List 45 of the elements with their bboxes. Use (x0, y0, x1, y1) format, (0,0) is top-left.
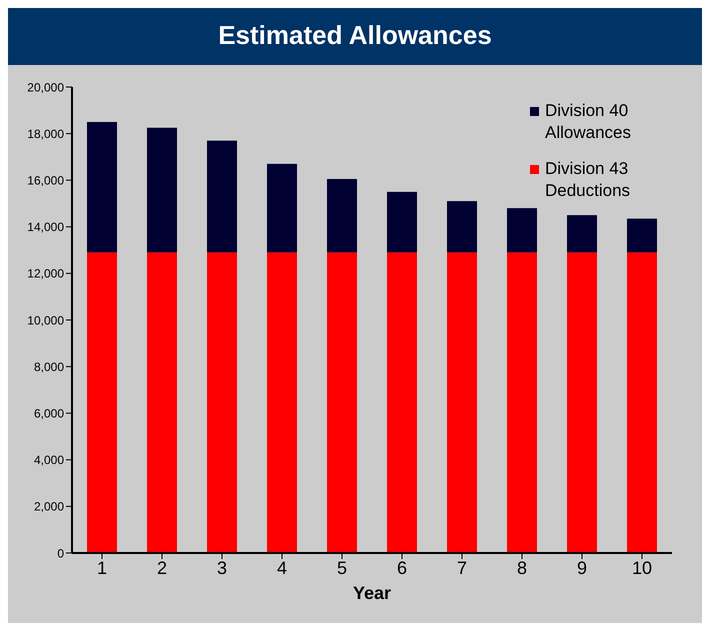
x-tick-label: 4 (276, 558, 288, 578)
bar (87, 122, 117, 252)
y-tick-label: 18,000 (27, 126, 64, 141)
x-axis-title: Year (352, 583, 392, 603)
x-tick-label: 5 (336, 558, 348, 578)
y-tick-label: 14,000 (27, 220, 64, 234)
bar (147, 128, 177, 252)
x-tick-label: 6 (396, 558, 408, 578)
x-tick-label: 1 (96, 558, 108, 578)
chart-title: Estimated Allowances (8, 8, 702, 65)
y-tick-label: 10,000 (27, 313, 64, 328)
y-tick-label: 8,000 (34, 360, 64, 374)
bar (507, 208, 537, 252)
y-tick-label: 20,000 (27, 80, 64, 94)
bar (267, 252, 297, 553)
x-tick-label: 2 (156, 558, 168, 578)
bar (147, 252, 177, 553)
bar (627, 218, 657, 252)
x-tick-label: 7 (456, 558, 468, 578)
bar (567, 252, 597, 553)
bar (507, 252, 537, 553)
y-tick-label: 4,000 (34, 453, 64, 468)
bar (387, 252, 417, 553)
y-tick-label: 12,000 (27, 266, 64, 281)
bar (327, 252, 357, 553)
bar (207, 140, 237, 252)
y-tick-label: 0 (57, 546, 64, 560)
bar (207, 252, 237, 553)
x-tick-label: 8 (516, 558, 528, 578)
bar (567, 215, 597, 252)
y-tick-label: 16,000 (27, 173, 64, 188)
x-tick-label: 3 (216, 558, 228, 578)
bar (447, 252, 477, 553)
y-tick-label: 6,000 (34, 406, 64, 420)
bar (87, 252, 117, 553)
x-tick-label: 9 (576, 558, 588, 578)
bar (387, 192, 417, 252)
bar (327, 179, 357, 252)
bar (267, 164, 297, 252)
x-tick-label: 10 (632, 558, 652, 578)
legend-label: Division 40 Allowances (545, 100, 632, 144)
bar (447, 201, 477, 252)
bar (627, 252, 657, 553)
legend-label: Division 43 Deductions (545, 158, 632, 202)
y-tick-label: 2,000 (34, 500, 64, 514)
